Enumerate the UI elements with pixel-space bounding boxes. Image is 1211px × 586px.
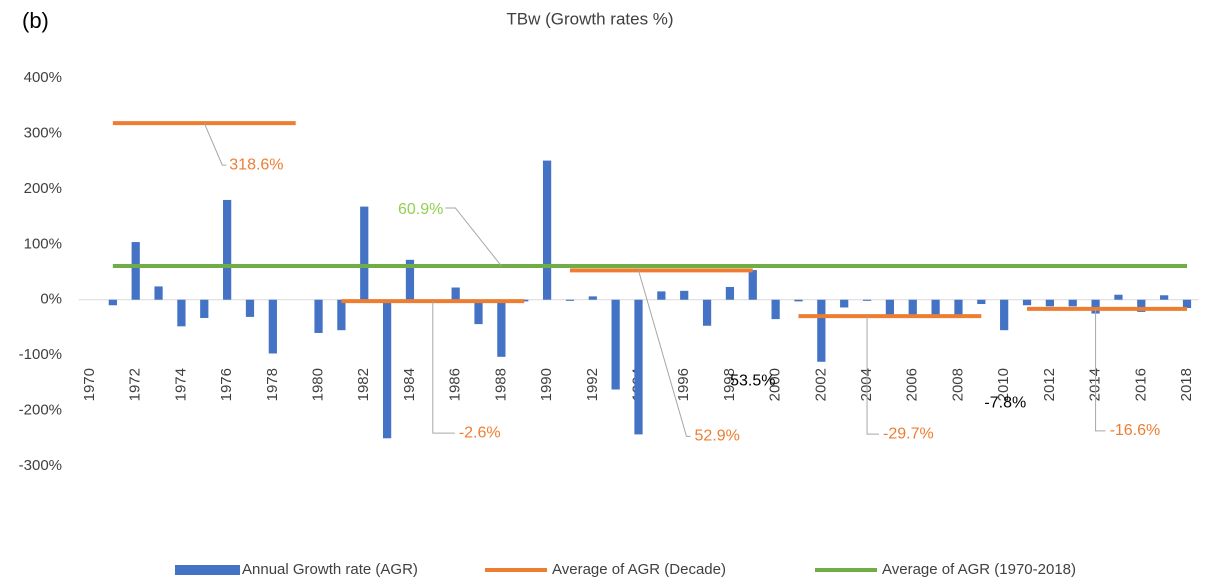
x-tick-label: 1982 [355, 368, 372, 401]
x-tick-label: 1990 [538, 368, 555, 401]
x-tick-label: 2012 [1041, 368, 1058, 401]
bar [817, 299, 826, 362]
bar [497, 299, 506, 357]
legend-label: Annual Growth rate (AGR) [242, 561, 418, 578]
panel-label: (b) [22, 8, 49, 33]
x-tick-label: 2008 [949, 368, 966, 401]
x-tick-label: 1992 [584, 368, 601, 401]
bar [1000, 299, 1009, 331]
data-label: -16.6% [1110, 422, 1161, 439]
x-tick-label: 1986 [447, 368, 464, 401]
leader-line [445, 207, 502, 267]
bar [474, 299, 483, 325]
bar [1091, 299, 1100, 314]
bar [1182, 299, 1192, 309]
x-tick-label: 1972 [127, 368, 144, 401]
data-label: 60.9% [398, 201, 443, 218]
x-tick-label: 1988 [492, 368, 509, 401]
y-tick-label: -300% [19, 457, 62, 474]
line [112, 121, 1187, 319]
bar [680, 290, 689, 300]
x-tick-label: 1978 [264, 368, 281, 401]
y-tick-label: 0% [40, 291, 62, 308]
bar [931, 299, 940, 317]
x-tick-label: 1976 [218, 368, 235, 401]
y-tick-label: 400% [24, 69, 62, 86]
y-tick-label: -200% [19, 402, 62, 419]
bar [794, 299, 803, 302]
x-tick-label: 2006 [904, 368, 921, 401]
leader-line [203, 122, 227, 166]
x-tick-label: 1984 [401, 368, 418, 401]
y-tick-label: 300% [24, 124, 62, 141]
bar [405, 259, 415, 300]
y-tick-label: 100% [24, 235, 62, 252]
bar [840, 299, 849, 308]
legend-swatch [175, 565, 240, 575]
x-tick-label: 2002 [812, 368, 829, 401]
data-label: -7.8% [984, 394, 1026, 411]
x-tick-label: 2014 [1087, 368, 1104, 401]
y-tick-label: -100% [19, 346, 62, 363]
legend-label: Average of AGR (1970-2018) [882, 561, 1076, 578]
x-tick-label: 1998 [721, 368, 738, 401]
x-tick-label: 2018 [1178, 368, 1195, 401]
bar [1022, 299, 1032, 306]
leader-line [1095, 308, 1106, 432]
x-tick-label: 1970 [81, 368, 98, 401]
data-label: -2.6% [459, 424, 501, 441]
leader-line [432, 301, 455, 434]
bar [1068, 299, 1077, 307]
bar [702, 299, 712, 326]
bar [885, 299, 895, 319]
bar [908, 299, 917, 318]
bar [223, 199, 232, 300]
bar [1114, 294, 1123, 300]
x-tick-label: 2000 [767, 368, 784, 401]
bar [337, 299, 346, 331]
bar [748, 270, 757, 300]
chart-title: TBw (Growth rates %) [506, 9, 673, 28]
bar [977, 299, 986, 305]
x-tick-label: 2010 [995, 368, 1012, 401]
x-tick-label: 2016 [1132, 368, 1149, 401]
bar [725, 286, 735, 300]
bar [771, 299, 780, 320]
bar [154, 286, 163, 300]
bar [542, 160, 552, 300]
bar [1137, 299, 1146, 312]
bar [451, 287, 460, 300]
bar [177, 299, 186, 327]
bar [382, 299, 392, 439]
bar [245, 299, 255, 317]
bar [588, 296, 597, 300]
bar [565, 299, 575, 301]
legend-label: Average of AGR (Decade) [552, 561, 726, 578]
x-tick-label: 1974 [172, 368, 189, 401]
bar [131, 242, 140, 300]
bar [360, 206, 369, 300]
x-tick-label: 2004 [858, 368, 875, 401]
bar [1045, 299, 1054, 307]
leader-line [866, 316, 880, 435]
bar [657, 291, 666, 300]
data-label: 53.5% [730, 372, 775, 389]
bar [634, 299, 643, 435]
bar [268, 299, 277, 354]
bar [200, 299, 209, 319]
data-label: -29.7% [883, 425, 934, 442]
bar [611, 299, 620, 390]
data-label: 52.9% [695, 428, 740, 445]
data-label: 318.6% [229, 156, 283, 173]
x-tick-label: 1980 [310, 368, 327, 401]
leader-line [638, 270, 691, 437]
bar [954, 299, 963, 317]
bar [862, 299, 872, 301]
bar [108, 299, 117, 306]
x-tick-label: 1996 [675, 368, 692, 401]
bar [1160, 295, 1169, 300]
bar [314, 299, 323, 333]
y-tick-label: 200% [24, 180, 62, 197]
